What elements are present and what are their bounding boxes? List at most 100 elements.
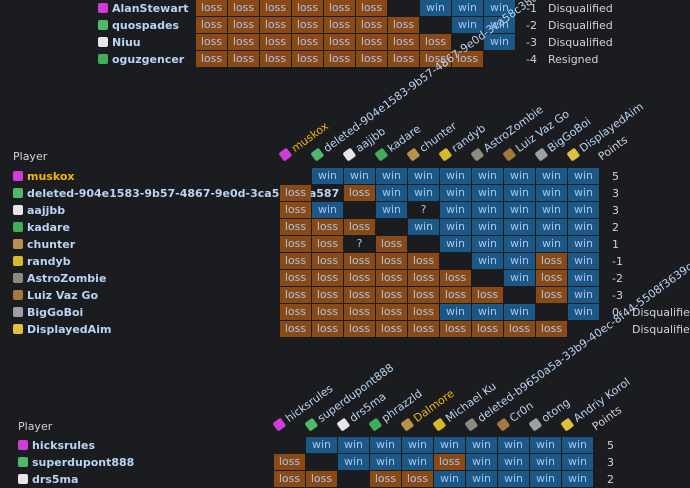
result-cell: win <box>536 202 567 218</box>
player-name[interactable]: Luiz Vaz Go <box>27 289 98 302</box>
player-row-name[interactable]: muskox <box>13 168 75 185</box>
player-row-name[interactable]: deleted-904e1583-9b57-4867-9e0d-3ca58c38… <box>13 185 339 202</box>
result-cell: loss <box>440 321 471 337</box>
result-cell: loss <box>536 253 567 269</box>
result-cell: loss <box>408 270 439 286</box>
status: Disqualified <box>632 323 690 336</box>
player-icon <box>496 417 511 432</box>
result-cell: loss <box>376 321 407 337</box>
player-row-name[interactable]: BigGoBoi <box>13 304 83 321</box>
player-row-name[interactable]: AlanStewart <box>98 0 188 17</box>
result-cell: win <box>452 0 483 16</box>
player-row-name[interactable]: Luiz Vaz Go <box>13 287 98 304</box>
player-row-name[interactable]: chunter <box>13 236 75 253</box>
result-cell: loss <box>280 219 311 235</box>
player-name[interactable]: deleted-904e1583-9b57-4867-9e0d-3ca58c38… <box>27 187 340 200</box>
status: Disqualified <box>548 36 613 49</box>
player-name[interactable]: AstroZombie <box>27 272 107 285</box>
result-cell: win <box>466 437 497 453</box>
result-cell: loss <box>344 321 375 337</box>
result-cell: win <box>568 236 599 252</box>
player-row-name[interactable]: kadare <box>13 219 70 236</box>
player-row-name[interactable]: DisplayedAim <box>13 321 111 338</box>
player-row-name[interactable]: randyb <box>13 253 71 270</box>
result-cell: loss <box>280 202 311 218</box>
result-cell: loss <box>388 17 419 33</box>
player-row-name[interactable]: oguzgencer <box>98 51 184 68</box>
player-name[interactable]: DisplayedAim <box>27 323 112 336</box>
player-icon <box>18 457 28 467</box>
player-name[interactable]: chunter <box>27 238 76 251</box>
player-icon <box>13 290 23 300</box>
result-cell: loss <box>292 0 323 16</box>
player-row-name[interactable]: superdupont888 <box>18 454 134 471</box>
points: -4 <box>526 53 537 66</box>
player-icon <box>406 147 421 162</box>
result-cell: loss <box>344 304 375 320</box>
player-row-name[interactable]: quospades <box>98 17 179 34</box>
result-cell: win <box>568 219 599 235</box>
result-cell: loss <box>376 304 407 320</box>
result-cell: win <box>376 168 407 184</box>
player-row-name[interactable]: Niuu <box>98 34 141 51</box>
player-icon <box>502 147 517 162</box>
result-cell: win <box>536 185 567 201</box>
player-icon <box>438 147 453 162</box>
player-row-name[interactable]: aajjbb <box>13 202 65 219</box>
result-cell: loss <box>196 0 227 16</box>
player-icon <box>368 417 383 432</box>
result-cell: win <box>420 0 451 16</box>
player-name[interactable]: hicksrules <box>32 439 96 452</box>
player-name[interactable]: kadare <box>27 221 70 234</box>
player-name[interactable]: BigGoBoi <box>27 306 84 319</box>
result-cell: loss <box>280 185 311 201</box>
result-cell: loss <box>280 270 311 286</box>
result-cell: loss <box>280 236 311 252</box>
result-cell: win <box>530 437 561 453</box>
result-cell: loss <box>324 34 355 50</box>
player-name[interactable]: randyb <box>27 255 71 268</box>
player-row-name[interactable]: drs5ma <box>18 471 78 488</box>
result-cell: win <box>504 270 535 286</box>
result-cell: win <box>568 185 599 201</box>
points: 2 <box>607 473 614 486</box>
player-icon <box>98 3 108 13</box>
result-cell: win <box>312 168 343 184</box>
result-cell: loss <box>260 51 291 67</box>
player-row-name[interactable]: AstroZombie <box>13 270 106 287</box>
result-cell: win <box>504 253 535 269</box>
player-row-name[interactable]: hicksrules <box>18 437 95 454</box>
result-cell: win <box>568 304 599 320</box>
player-name[interactable]: drs5ma <box>32 473 79 486</box>
result-cell: win <box>472 168 503 184</box>
result-cell: loss <box>376 287 407 303</box>
player-name[interactable]: Niuu <box>112 36 141 49</box>
result-cell: loss <box>260 0 291 16</box>
player-icon <box>310 147 325 162</box>
player-icon <box>13 188 23 198</box>
result-cell: win <box>344 168 375 184</box>
status: Disqualified <box>548 2 613 15</box>
player-name[interactable]: AlanStewart <box>112 2 189 15</box>
result-cell: win <box>472 253 503 269</box>
result-cell: loss <box>344 287 375 303</box>
player-name[interactable]: muskox <box>27 170 75 183</box>
result-cell: win <box>440 185 471 201</box>
player-icon <box>13 307 23 317</box>
result-cell: win <box>408 168 439 184</box>
points: -3 <box>612 289 623 302</box>
player-name[interactable]: oguzgencer <box>112 53 185 66</box>
player-name[interactable]: quospades <box>112 19 179 32</box>
result-cell: loss <box>260 17 291 33</box>
result-cell: loss <box>228 0 259 16</box>
player-name[interactable]: superdupont888 <box>32 456 135 469</box>
player-icon <box>400 417 415 432</box>
result-cell: win <box>440 236 471 252</box>
result-cell: loss <box>388 51 419 67</box>
result-cell: loss <box>280 321 311 337</box>
player-name[interactable]: aajjbb <box>27 204 66 217</box>
result-cell: loss <box>536 270 567 286</box>
points: 0 <box>612 306 619 319</box>
player-icon <box>13 273 23 283</box>
result-cell: win <box>466 471 497 487</box>
